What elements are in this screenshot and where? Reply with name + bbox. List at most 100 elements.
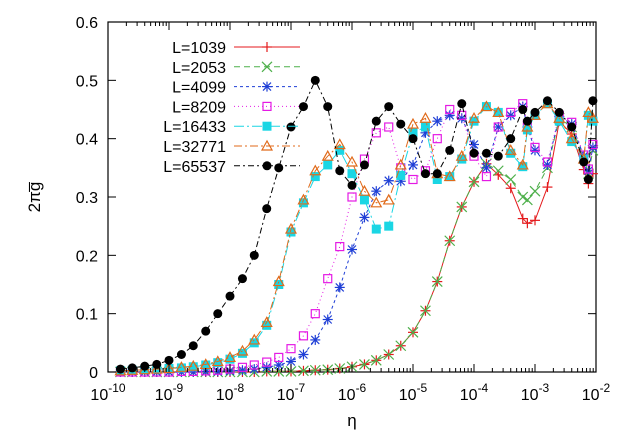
data-point	[359, 358, 370, 370]
data-point	[309, 364, 321, 376]
data-point	[395, 340, 407, 352]
data-point	[408, 159, 418, 170]
data-point	[382, 193, 395, 205]
data-point	[333, 138, 346, 150]
data-point	[176, 350, 186, 359]
data-point	[587, 142, 598, 153]
data-point	[127, 363, 137, 373]
x-tick-label: 10-2	[582, 381, 611, 404]
data-point	[370, 354, 382, 366]
y-tick-label: 0	[89, 365, 98, 382]
data-point	[420, 305, 431, 317]
data-point	[506, 107, 516, 118]
y-axis-label: 2πg̅	[25, 182, 44, 213]
x-tick-label: 10-8	[216, 381, 245, 404]
legend-marker	[262, 81, 272, 92]
data-point	[286, 227, 296, 237]
data-point	[579, 157, 589, 167]
data-point	[188, 362, 198, 372]
data-point	[565, 132, 578, 144]
data-point	[298, 349, 309, 360]
data-point	[371, 186, 382, 197]
legend-label: L=16433	[163, 119, 226, 136]
data-point	[370, 196, 383, 208]
data-point	[522, 218, 533, 229]
data-point	[530, 107, 540, 117]
data-point	[469, 148, 479, 158]
data-point	[347, 169, 357, 179]
data-point	[457, 154, 467, 164]
data-point	[394, 158, 407, 170]
data-point	[467, 112, 481, 123]
data-point	[481, 148, 491, 158]
data-point	[396, 119, 406, 129]
legend-marker	[262, 161, 272, 171]
data-point	[408, 128, 418, 138]
data-point	[583, 164, 593, 174]
y-tick-label: 0.6	[76, 15, 98, 32]
data-point	[588, 116, 598, 126]
data-point	[505, 174, 517, 185]
data-point	[493, 107, 503, 117]
legend-marker	[260, 139, 274, 151]
data-point	[408, 174, 418, 185]
x-tick-label: 10-9	[155, 381, 184, 404]
legend-marker	[262, 101, 272, 112]
data-point	[334, 363, 346, 374]
data-point	[188, 341, 198, 351]
data-point	[457, 110, 467, 120]
data-point	[334, 282, 345, 293]
y-tick-label: 0.4	[76, 132, 98, 149]
x-tick-label: 10-5	[399, 381, 428, 404]
data-point	[262, 357, 272, 367]
data-point	[504, 144, 517, 155]
data-point	[249, 250, 259, 260]
data-point	[322, 314, 333, 325]
data-point	[567, 137, 577, 147]
data-point	[384, 221, 394, 231]
data-point	[420, 122, 430, 132]
data-point	[493, 151, 503, 161]
data-point	[455, 149, 468, 161]
data-point	[335, 166, 345, 176]
data-point	[383, 175, 394, 186]
data-point	[554, 107, 564, 117]
data-point	[506, 148, 516, 158]
data-point	[432, 116, 443, 127]
data-point	[407, 326, 419, 338]
data-point	[518, 162, 528, 172]
data-point	[384, 102, 394, 112]
data-point	[345, 155, 359, 167]
data-point	[582, 106, 595, 118]
data-point	[529, 185, 541, 197]
y-tick-label: 0.3	[76, 190, 98, 207]
legend: L=1039 L=2053 L=4099 L=8209 L=16433 L=32771 L=…	[163, 40, 300, 176]
data-point	[445, 104, 455, 115]
data-point	[444, 110, 455, 121]
data-point	[236, 344, 249, 356]
data-point	[237, 348, 247, 358]
x-tick-label: 10-10	[90, 381, 125, 404]
x-axis-label: η	[347, 411, 356, 430]
data-point	[249, 338, 259, 348]
y-tick-label: 0.2	[76, 248, 98, 265]
data-point	[445, 145, 455, 155]
data-point	[371, 116, 381, 126]
data-point	[588, 139, 598, 150]
data-point	[456, 201, 468, 213]
data-point	[371, 128, 381, 138]
data-point	[309, 164, 322, 176]
data-point	[284, 222, 298, 234]
data-point	[419, 112, 432, 123]
data-point	[554, 116, 564, 126]
data-point	[225, 354, 235, 364]
data-point	[298, 365, 309, 377]
data-point	[542, 96, 552, 106]
data-point	[310, 309, 320, 319]
data-point	[505, 110, 516, 121]
legend-marker	[262, 121, 272, 131]
legend-label: L=2053	[172, 60, 226, 77]
y-tick-label: 0.1	[76, 307, 98, 324]
data-point	[176, 363, 186, 373]
data-point	[237, 274, 247, 284]
